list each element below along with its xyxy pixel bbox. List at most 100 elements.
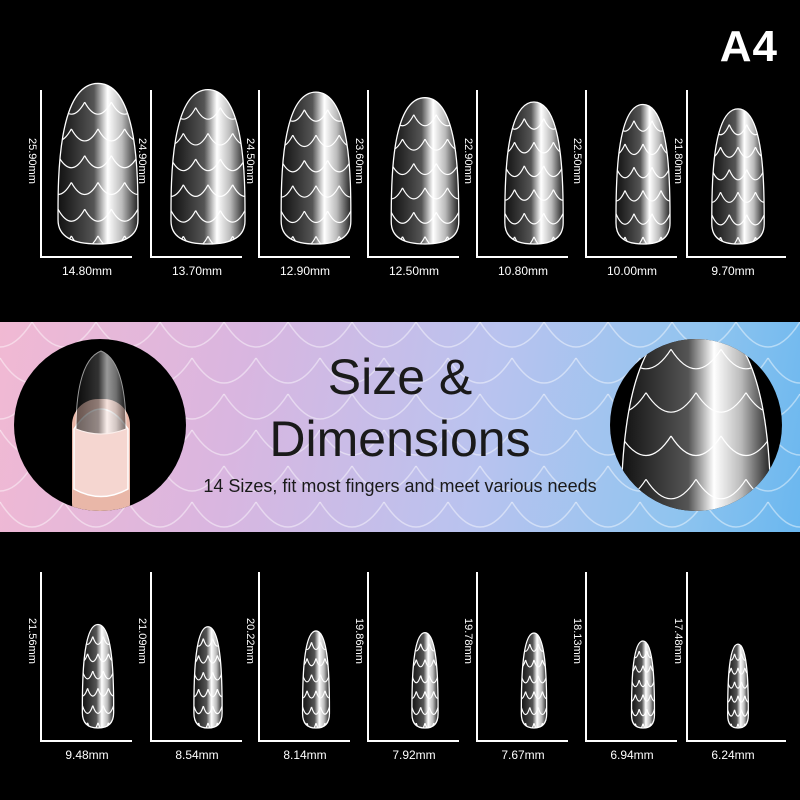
scale-arc bbox=[0, 322, 33, 348]
scale-arc bbox=[511, 357, 577, 384]
height-dimension-line bbox=[476, 90, 478, 256]
scale-arc bbox=[575, 501, 641, 528]
scale-arc bbox=[191, 501, 257, 528]
height-label: 21.09mm bbox=[136, 618, 148, 664]
width-label: 7.92mm bbox=[392, 748, 436, 762]
width-label: 9.48mm bbox=[65, 748, 109, 762]
nail-bottom-row-4 bbox=[411, 632, 439, 729]
scale-arc bbox=[447, 357, 513, 384]
scale-arc bbox=[639, 501, 705, 528]
scale-arc bbox=[607, 322, 673, 348]
height-label: 22.50mm bbox=[571, 138, 583, 184]
width-label: 12.50mm bbox=[388, 264, 440, 278]
height-dimension-line bbox=[40, 90, 42, 256]
height-dimension-line bbox=[686, 90, 688, 256]
height-dimension-line bbox=[40, 572, 42, 740]
scale-arc bbox=[383, 501, 449, 528]
width-dimension-line bbox=[686, 256, 786, 258]
banner-subtitle: 14 Sizes, fit most fingers and meet vari… bbox=[203, 476, 597, 496]
height-label: 19.86mm bbox=[353, 618, 365, 664]
scale-arc bbox=[479, 465, 545, 492]
nail-closeup-image bbox=[610, 339, 782, 511]
scale-arc bbox=[703, 501, 769, 528]
scale-arc bbox=[287, 465, 353, 492]
scale-arc bbox=[159, 322, 225, 348]
width-label: 6.24mm bbox=[711, 748, 755, 762]
nail-top-row-3 bbox=[280, 91, 352, 245]
height-label: 24.90mm bbox=[136, 138, 148, 184]
nail-bottom-row-5 bbox=[520, 632, 548, 729]
width-label: 8.54mm bbox=[175, 748, 219, 762]
nail-top-row-4 bbox=[390, 97, 460, 245]
height-label: 24.50mm bbox=[244, 138, 256, 184]
height-dimension-line bbox=[367, 572, 369, 740]
scale-arc bbox=[767, 357, 800, 384]
scale-arc bbox=[351, 322, 417, 348]
width-label: 13.70mm bbox=[171, 264, 223, 278]
width-label: 14.80mm bbox=[61, 264, 113, 278]
height-dimension-line bbox=[150, 90, 152, 256]
scale-arc bbox=[415, 393, 481, 420]
width-dimension-line bbox=[258, 740, 350, 742]
height-dimension-line bbox=[367, 90, 369, 256]
height-dimension-line bbox=[476, 572, 478, 740]
height-label: 22.90mm bbox=[462, 138, 474, 184]
nail-top-row-5 bbox=[504, 101, 564, 245]
scale-arc bbox=[447, 501, 513, 528]
width-label: 9.70mm bbox=[711, 264, 755, 278]
scale-arc bbox=[191, 357, 257, 384]
nail-top-row-1 bbox=[57, 82, 139, 245]
nail-bottom-row-3 bbox=[301, 630, 331, 729]
height-dimension-line bbox=[258, 572, 260, 740]
width-dimension-line bbox=[686, 740, 786, 742]
scale-arc bbox=[415, 465, 481, 492]
finger-wearing-nail-image bbox=[14, 339, 186, 511]
scale-arc bbox=[351, 465, 417, 492]
scale-arc bbox=[543, 322, 609, 348]
scale-arc bbox=[127, 501, 193, 528]
size-code-badge: A4 bbox=[719, 22, 778, 71]
height-dimension-line bbox=[585, 572, 587, 740]
scale-arc bbox=[287, 322, 353, 348]
width-dimension-line bbox=[258, 256, 350, 258]
width-label: 8.14mm bbox=[283, 748, 327, 762]
scale-arc bbox=[255, 357, 321, 384]
scale-arc bbox=[767, 501, 800, 528]
width-dimension-line bbox=[585, 256, 677, 258]
width-dimension-line bbox=[585, 740, 677, 742]
banner-title-line1: Size & bbox=[327, 349, 473, 405]
scale-arc bbox=[383, 429, 449, 456]
width-label: 6.94mm bbox=[610, 748, 654, 762]
height-dimension-line bbox=[585, 90, 587, 256]
height-label: 21.80mm bbox=[672, 138, 684, 184]
height-dimension-line bbox=[686, 572, 688, 740]
scale-arc bbox=[415, 322, 481, 348]
height-label: 23.60mm bbox=[353, 138, 365, 184]
height-label: 25.90mm bbox=[26, 138, 38, 184]
nail-top-row-7 bbox=[711, 108, 765, 245]
width-label: 7.67mm bbox=[501, 748, 545, 762]
scale-arc bbox=[351, 393, 417, 420]
scale-arc bbox=[223, 322, 289, 348]
scale-arc bbox=[543, 465, 609, 492]
scale-arc bbox=[447, 429, 513, 456]
scale-arc bbox=[511, 429, 577, 456]
scale-arc bbox=[223, 393, 289, 420]
banner-title-line2: Dimensions bbox=[269, 411, 531, 467]
scale-arc bbox=[479, 393, 545, 420]
height-dimension-line bbox=[150, 572, 152, 740]
width-dimension-line bbox=[476, 740, 568, 742]
nail-bottom-row-7 bbox=[727, 643, 749, 729]
nail-bottom-row-2 bbox=[193, 626, 223, 729]
scale-arc bbox=[287, 393, 353, 420]
height-label: 18.13mm bbox=[571, 618, 583, 664]
scale-arc bbox=[543, 393, 609, 420]
height-dimension-line bbox=[258, 90, 260, 256]
scale-arc bbox=[479, 322, 545, 348]
scale-arc bbox=[0, 501, 65, 528]
nail-top-row-2 bbox=[170, 88, 246, 245]
width-dimension-line bbox=[150, 740, 242, 742]
width-dimension-line bbox=[150, 256, 242, 258]
